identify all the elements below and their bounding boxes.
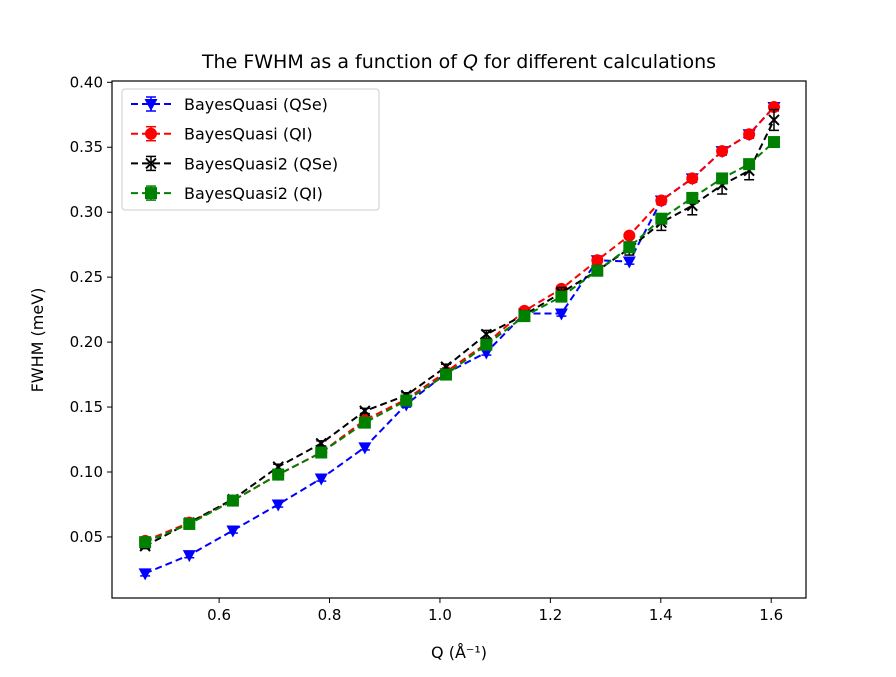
chart-title: The FWHM as a function of Q for differen… — [201, 51, 716, 73]
legend-marker — [144, 99, 158, 111]
data-point — [591, 254, 604, 267]
x-tick-label: 1.4 — [649, 606, 673, 624]
plot-frame — [111, 80, 807, 599]
x-axis: 0.6 0.8 1.0 1.2 1.4 1.6 — [207, 598, 783, 624]
data-point — [622, 256, 636, 269]
plot-marks — [138, 100, 781, 581]
legend-marker — [145, 127, 157, 140]
data-point — [554, 308, 568, 321]
data-point — [480, 338, 493, 351]
data-point — [767, 136, 780, 149]
data-point — [623, 241, 636, 254]
y-tick-label: 0.05 — [70, 528, 103, 546]
x-tick-label: 0.8 — [318, 606, 342, 624]
data-point — [138, 568, 152, 581]
data-point — [358, 442, 372, 455]
y-tick-label: 0.10 — [70, 463, 103, 481]
data-point — [272, 468, 285, 481]
x-tick-label: 1.6 — [759, 606, 783, 624]
y-tick-label: 0.20 — [70, 333, 103, 351]
y-tick-label: 0.40 — [70, 73, 103, 91]
legend-label: BayesQuasi (QI) — [184, 125, 313, 144]
data-point — [555, 290, 568, 303]
data-point — [139, 536, 152, 549]
data-point — [743, 128, 756, 141]
y-axis: 0.05 0.10 0.15 0.20 0.25 0.30 0.35 0.40 — [70, 73, 112, 546]
data-point — [655, 194, 668, 207]
data-point — [271, 499, 285, 512]
data-point — [314, 473, 328, 486]
data-point — [480, 328, 493, 341]
legend-label: BayesQuasi2 (QSe) — [184, 154, 338, 173]
x-tick-label: 0.6 — [207, 606, 231, 624]
data-point — [226, 494, 239, 507]
legend-marker — [145, 157, 157, 170]
y-tick-label: 0.30 — [70, 203, 103, 221]
data-point — [518, 310, 531, 323]
data-point — [655, 212, 668, 225]
data-point — [226, 525, 240, 538]
data-point — [315, 446, 328, 459]
x-tick-label: 1.0 — [428, 606, 452, 624]
legend-marker — [145, 187, 157, 200]
x-axis-label: Q (Å⁻¹) — [431, 643, 487, 662]
legend-label: BayesQuasi2 (QI) — [184, 184, 323, 203]
data-point — [182, 550, 196, 563]
data-point — [440, 368, 453, 381]
data-point — [686, 191, 699, 204]
data-point — [358, 416, 371, 429]
data-point — [359, 405, 371, 417]
y-axis-label: FWHM (meV) — [28, 288, 47, 393]
y-tick-label: 0.25 — [70, 268, 103, 286]
data-point — [743, 158, 756, 171]
legend-label: BayesQuasi (QSe) — [184, 95, 328, 114]
data-point — [768, 114, 780, 126]
data-point — [716, 172, 729, 185]
x-tick-label: 1.2 — [538, 606, 562, 624]
data-point — [400, 394, 413, 407]
data-point — [183, 517, 196, 530]
series-3 — [139, 136, 780, 549]
data-point — [623, 229, 636, 242]
data-point — [591, 264, 604, 277]
data-point — [686, 172, 699, 185]
data-point — [716, 145, 729, 158]
legend-box — [121, 88, 380, 211]
y-tick-label: 0.15 — [70, 398, 103, 416]
series-line — [144, 106, 775, 542]
legend: BayesQuasi (QSe) BayesQuasi (QI) BayesQuas… — [121, 88, 380, 211]
y-tick-label: 0.35 — [70, 138, 103, 156]
